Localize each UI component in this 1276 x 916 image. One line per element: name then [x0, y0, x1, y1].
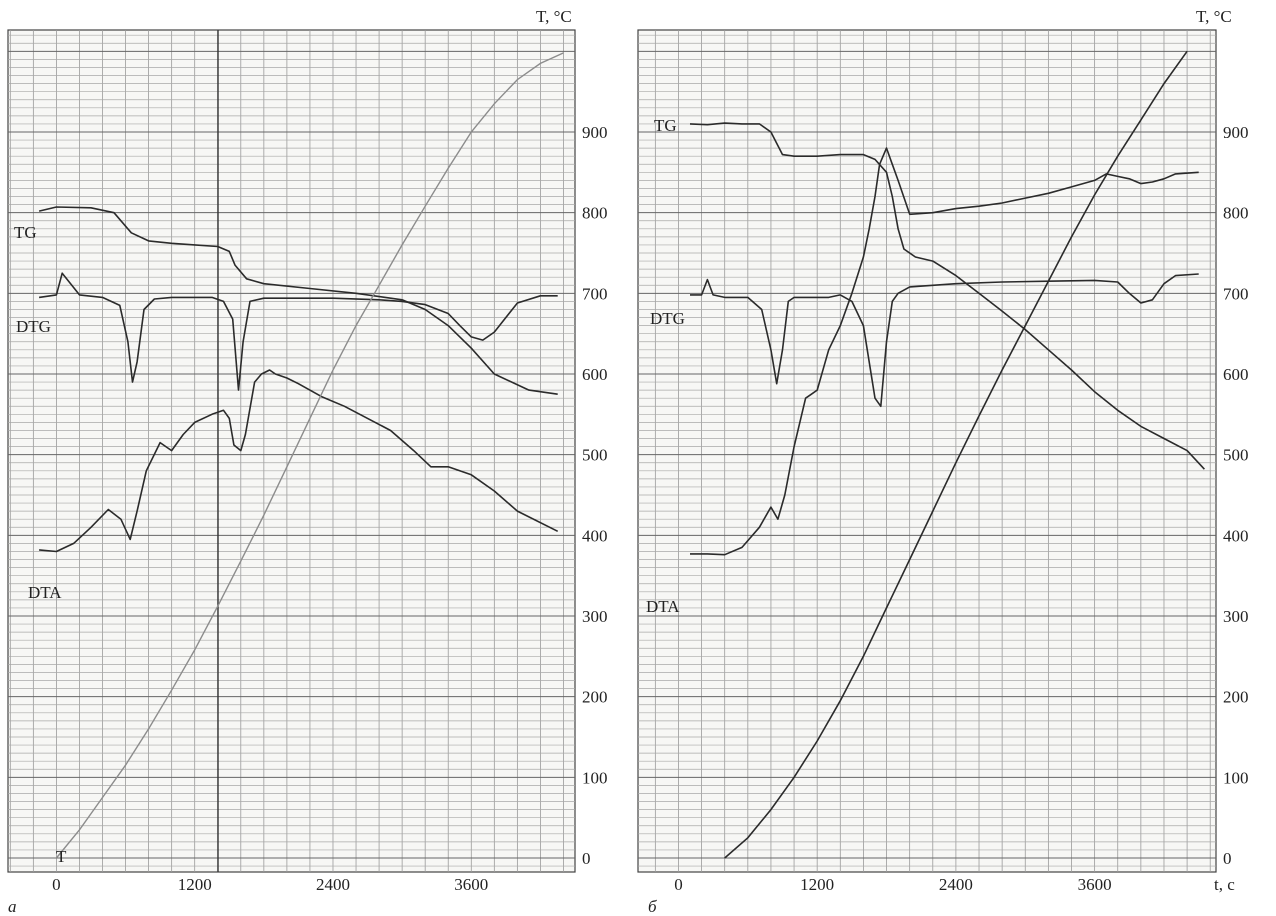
x-tick-label: 1200	[800, 875, 834, 894]
series-dtg-line	[38, 272, 558, 391]
chart-panel-a: TG DTG DTA T 900 800 700 600 500 400 300 200 100 0 T, …	[7, 7, 608, 916]
x-tick-label: 0	[674, 875, 683, 894]
y-tick-label: 900	[1223, 123, 1249, 142]
y-tick-label: 300	[582, 607, 608, 626]
panel-label: б	[648, 897, 657, 916]
y-tick-label: 300	[1223, 607, 1249, 626]
x-tick-label: 2400	[939, 875, 973, 894]
plot-area	[637, 29, 1217, 873]
series-dtg-line	[690, 273, 1199, 408]
x-axis-title: t, с	[1214, 875, 1235, 894]
y-tick-label: 800	[582, 204, 608, 223]
series-t-line	[55, 52, 564, 859]
y-tick-label: 100	[582, 768, 608, 787]
y-tick-label: 200	[582, 688, 608, 707]
curve-label-tg: TG	[14, 223, 37, 242]
y-axis-title: T, °C	[536, 7, 572, 26]
series-tg-line	[689, 122, 1205, 470]
y-tick-label: 100	[1223, 768, 1249, 787]
y-tick-label: 0	[582, 849, 591, 868]
panel-label: а	[8, 897, 17, 916]
series-dta-line	[39, 369, 559, 553]
y-tick-label: 900	[582, 123, 608, 142]
curve-label-dta: DTA	[28, 583, 62, 602]
x-tick-label: 3600	[1078, 875, 1112, 894]
y-tick-label: 700	[1223, 284, 1249, 303]
curve-label-dta: DTA	[646, 597, 680, 616]
curve-label-tg: TG	[654, 116, 677, 135]
y-tick-label: 400	[1223, 526, 1249, 545]
y-tick-label: 800	[1223, 204, 1249, 223]
x-tick-label: 3600	[454, 875, 488, 894]
y-tick-label: 500	[1223, 446, 1249, 465]
curve-label-t: T	[56, 847, 67, 866]
series-tg-line	[38, 206, 558, 395]
y-tick-label: 200	[1223, 688, 1249, 707]
y-axis-title: T, °C	[1196, 7, 1232, 26]
x-tick-label: 0	[52, 875, 61, 894]
x-tick-label: 1200	[178, 875, 212, 894]
y-tick-label: 600	[582, 365, 608, 384]
y-tick-label: 0	[1223, 849, 1232, 868]
curve-label-dtg: DTG	[16, 317, 51, 336]
x-tick-label: 2400	[316, 875, 350, 894]
y-tick-label: 400	[582, 526, 608, 545]
chart-panel-b: TG DTG DTA 900 800 700 600 500 400 300 200 100 0 T, °…	[637, 7, 1249, 916]
series-t-line	[724, 50, 1188, 859]
y-tick-label: 700	[582, 284, 608, 303]
curve-label-dtg: DTG	[650, 309, 685, 328]
y-tick-label: 600	[1223, 365, 1249, 384]
series-dta-line	[690, 147, 1199, 556]
y-tick-label: 500	[582, 446, 608, 465]
